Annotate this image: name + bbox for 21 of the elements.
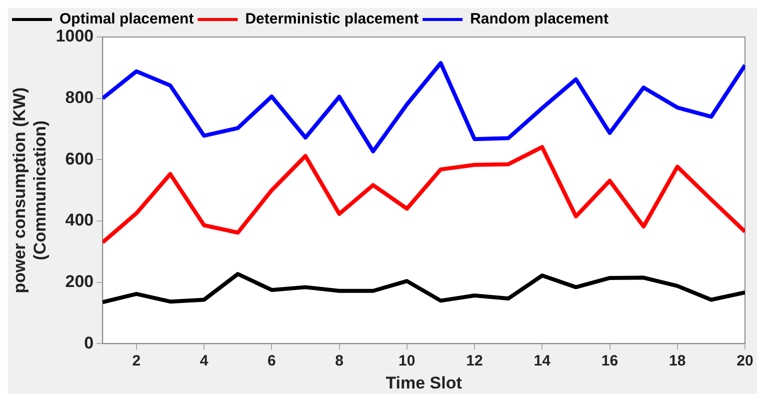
x-axis-title: Time Slot bbox=[386, 373, 462, 392]
x-tick-label: 14 bbox=[534, 352, 552, 370]
y-tick-label: 1000 bbox=[56, 26, 94, 46]
y-axis-title: power consumption (KW) (Communication) bbox=[10, 87, 50, 294]
legend-label: Random placement bbox=[470, 10, 608, 28]
y-tick-label: 800 bbox=[65, 88, 94, 108]
legend-label: Deterministic placement bbox=[245, 10, 419, 28]
x-tick-label: 20 bbox=[736, 352, 754, 370]
x-tick-label: 18 bbox=[669, 352, 686, 370]
y-tick-label: 0 bbox=[84, 333, 94, 352]
x-tick-label: 4 bbox=[200, 352, 209, 370]
x-tick-label: 10 bbox=[398, 352, 416, 370]
x-tick-label: 8 bbox=[335, 352, 344, 370]
y-tick-label: 600 bbox=[65, 149, 94, 168]
x-tick-label: 2 bbox=[132, 352, 141, 370]
legend-label: Optimal placement bbox=[60, 10, 194, 28]
x-tick-label: 12 bbox=[466, 352, 483, 370]
x-tick-label: 16 bbox=[601, 352, 618, 370]
y-tick-label: 200 bbox=[65, 272, 94, 291]
x-tick-label: 6 bbox=[267, 352, 276, 370]
y-tick-label: 400 bbox=[65, 210, 94, 230]
